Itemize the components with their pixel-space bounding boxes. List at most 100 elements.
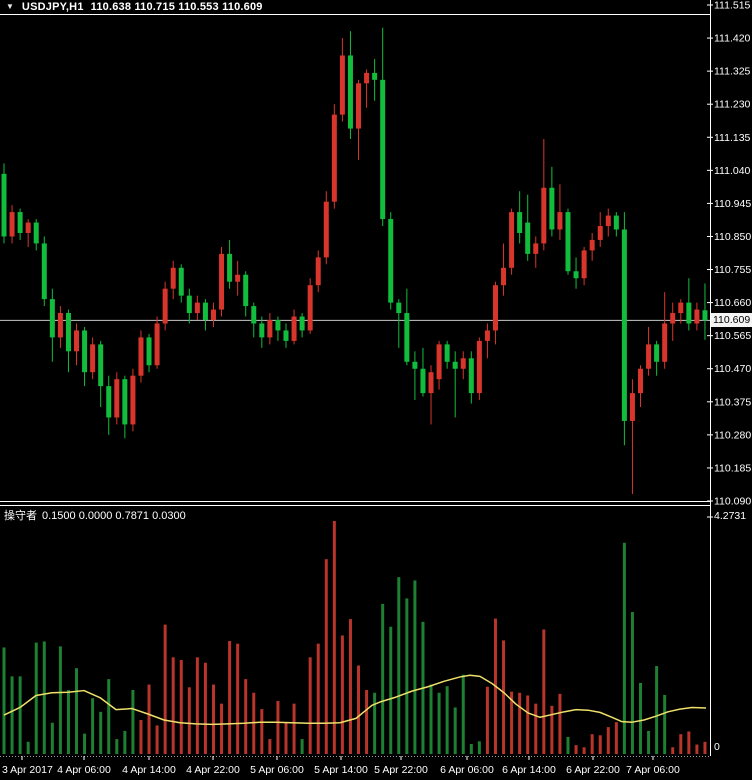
indicator-scale-max-label: 4.2731 xyxy=(714,510,747,522)
candle xyxy=(283,330,289,341)
candle xyxy=(517,212,523,233)
indicator-histogram-bar xyxy=(590,734,594,754)
price-tick-label: 110.660 xyxy=(714,297,751,309)
candle xyxy=(299,316,305,331)
price-tick-label: 110.945 xyxy=(714,198,751,210)
indicator-histogram-bar xyxy=(34,642,38,754)
candle xyxy=(98,344,104,387)
candle xyxy=(565,212,571,272)
indicator-histogram-bar xyxy=(622,542,626,754)
candle xyxy=(267,320,273,338)
indicator-histogram-bar xyxy=(461,674,465,754)
indicator-histogram-bar xyxy=(42,641,46,754)
indicator-histogram-bar xyxy=(445,686,449,754)
candle xyxy=(339,55,345,115)
candle xyxy=(186,295,192,314)
indicator-histogram-bar xyxy=(566,736,570,754)
time-tick-label: 5 Apr 06:00 xyxy=(250,764,304,776)
time-tick-label: 6 Apr 14:00 xyxy=(502,764,556,776)
price-tick-label: 111.040 xyxy=(714,165,751,177)
indicator-histogram-bar xyxy=(115,739,119,754)
candle xyxy=(621,229,627,421)
candle xyxy=(251,306,257,324)
indicator-histogram-bar xyxy=(630,612,634,754)
candle xyxy=(613,215,619,230)
candle xyxy=(323,201,329,258)
price-tick-label: 110.755 xyxy=(714,264,751,276)
candle xyxy=(90,344,96,373)
indicator-histogram-bar xyxy=(614,722,618,754)
indicator-histogram-bar xyxy=(373,692,377,754)
indicator-histogram-bar xyxy=(171,657,175,754)
candle xyxy=(638,368,644,394)
candle xyxy=(291,316,297,341)
indicator-histogram-bar xyxy=(397,577,401,754)
indicator-histogram-bar xyxy=(381,603,385,754)
price-tick-label: 110.565 xyxy=(714,330,751,342)
indicator-histogram-bar xyxy=(107,679,111,754)
time-tick-label: 4 Apr 06:00 xyxy=(57,764,111,776)
candle xyxy=(210,309,216,321)
indicator-histogram-bar xyxy=(18,676,22,754)
indicator-histogram-bar xyxy=(348,619,352,754)
candle xyxy=(484,330,490,341)
indicator-histogram-bar xyxy=(485,686,489,754)
candle xyxy=(356,83,362,129)
indicator-histogram-bar xyxy=(123,730,127,754)
time-tick-label: 7 Apr 06:00 xyxy=(626,764,680,776)
time-tick-label: 5 Apr 22:00 xyxy=(374,764,428,776)
indicator-signal-line xyxy=(3,674,707,726)
indicator-histogram-bar xyxy=(99,711,103,754)
candle xyxy=(130,375,136,425)
candle xyxy=(41,243,47,300)
indicator-histogram-bar xyxy=(695,744,699,754)
indicator-histogram-bar xyxy=(284,722,288,754)
indicator-histogram-bar xyxy=(647,730,651,754)
candle xyxy=(65,313,71,352)
price-tick-label: 111.135 xyxy=(714,132,751,144)
candle xyxy=(307,285,313,331)
indicator-histogram-bar xyxy=(365,690,369,754)
candle xyxy=(460,358,466,369)
indicator-histogram-bar xyxy=(679,734,683,754)
indicator-histogram-bar xyxy=(66,690,70,754)
price-tick-label: 110.090 xyxy=(714,496,751,508)
candle xyxy=(629,393,635,421)
indicator-histogram-bar xyxy=(405,598,409,754)
indicator-histogram-bar xyxy=(75,668,79,754)
candle xyxy=(122,379,128,425)
indicator-name: 操守者 xyxy=(4,510,37,522)
candle xyxy=(686,302,692,324)
indicator-histogram-bar xyxy=(703,741,707,754)
time-tick-label: 4 Apr 22:00 xyxy=(186,764,240,776)
candle xyxy=(492,285,498,331)
candle xyxy=(388,219,394,303)
indicator-histogram-bar xyxy=(220,703,224,754)
collapse-chart-icon[interactable]: ▼ xyxy=(6,2,14,11)
indicator-histogram-bar xyxy=(139,720,143,754)
indicator-histogram-bar xyxy=(83,733,87,754)
indicator-histogram-bar xyxy=(211,684,215,754)
indicator-histogram-bar xyxy=(58,646,62,754)
candle xyxy=(82,330,88,373)
price-tick-label: 110.470 xyxy=(714,363,751,375)
candle xyxy=(235,274,241,282)
indicator-histogram-bar xyxy=(437,692,441,754)
candle xyxy=(364,72,370,84)
indicator-histogram-bar xyxy=(574,745,578,754)
price-tick-label: 111.325 xyxy=(714,66,751,78)
indicator-histogram-bar xyxy=(316,643,320,754)
indicator-histogram-bar xyxy=(389,626,393,754)
price-tick-label: 110.280 xyxy=(714,429,751,441)
candle xyxy=(597,226,603,240)
indicator-histogram-bar xyxy=(155,725,159,754)
candle xyxy=(25,222,31,233)
current-price-badge: 110.609 xyxy=(711,313,752,328)
indicator-label: 操守者 0.1500 0.0000 0.7871 0.0300 xyxy=(4,507,186,522)
indicator-histogram-bar xyxy=(534,703,538,754)
indicator-histogram-bar xyxy=(292,703,296,754)
indicator-histogram-bar xyxy=(429,684,433,754)
indicator-histogram-bar xyxy=(268,739,272,754)
